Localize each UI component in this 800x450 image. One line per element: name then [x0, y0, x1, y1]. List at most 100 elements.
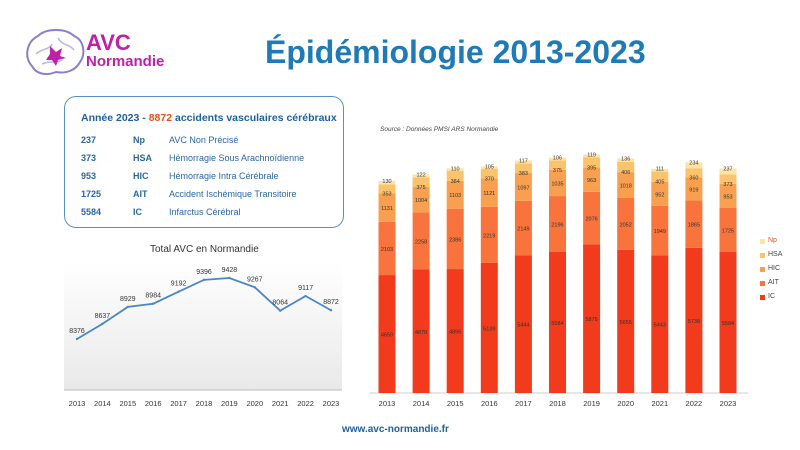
bar-value-label: 375	[553, 168, 562, 174]
bar-value-label: 5139	[483, 326, 495, 332]
line-point	[152, 302, 155, 305]
legend-label: AIT	[768, 279, 779, 286]
bar-segment-hic	[583, 167, 601, 192]
bar-segment-ait	[549, 196, 566, 252]
line-point	[202, 278, 206, 282]
bar-segment-hsa	[514, 163, 532, 174]
row-code: HSA	[133, 153, 153, 163]
bar-x-tick-label: 2022	[686, 399, 703, 408]
bar-segment-hic	[446, 180, 464, 209]
website-url[interactable]: www.avc-normandie.fr	[342, 424, 449, 435]
bar-segment-np	[651, 168, 669, 172]
bar-segment-ic	[480, 262, 498, 393]
bar-value-label: 237	[723, 166, 732, 172]
bar-segment-hsa	[549, 160, 566, 170]
bar-segment-np	[412, 174, 430, 178]
bar-segment-hsa	[685, 168, 703, 178]
bar-value-label: 5443	[654, 323, 666, 329]
x-tick-label: 2018	[196, 399, 213, 408]
x-tick-label: 2017	[170, 399, 187, 408]
legend-label: HIC	[768, 265, 781, 272]
bar-value-label: 4896	[449, 330, 461, 336]
row-label: Accident Ischémique Transitoire	[169, 189, 297, 199]
bar-value-label: 384	[451, 179, 460, 185]
line-chart-background	[64, 262, 342, 390]
legend-swatch	[760, 267, 765, 272]
bar-value-label: 2149	[517, 227, 529, 233]
bar-segment-hsa	[719, 174, 737, 184]
summary-box: Année 2023 - 8872 accidents vasculaires …	[64, 96, 344, 228]
bar-segment-hsa	[651, 171, 669, 182]
row-label: AVC Non Précisé	[169, 135, 239, 145]
bar-value-label: 952	[655, 192, 664, 198]
x-tick-label: 2014	[94, 399, 111, 408]
legend-swatch	[760, 281, 765, 286]
bar-segment-ait	[583, 191, 601, 245]
row-code: Np	[133, 135, 145, 145]
line-point	[101, 322, 104, 326]
bar-value-label: 234	[689, 160, 698, 166]
bar-value-label: 1103	[449, 193, 461, 199]
line-point	[279, 309, 282, 312]
bar-value-label: 353	[382, 192, 391, 198]
bar-value-label: 1865	[688, 223, 700, 229]
bar-value-label: 117	[519, 158, 528, 164]
bar-segment-ic	[549, 251, 566, 393]
bar-segment-hsa	[412, 177, 430, 187]
bar-value-label: 5584	[722, 321, 734, 327]
point-label: 9192	[171, 281, 187, 288]
bar-x-tick-label: 2013	[379, 399, 396, 408]
bar-value-label: 130	[382, 179, 391, 185]
bar-value-label: 1004	[415, 198, 427, 204]
bar-value-label: 405	[655, 180, 664, 186]
summary-suffix: accidents vasculaires cérébraux	[172, 112, 337, 124]
point-label: 9267	[247, 276, 263, 283]
bar-segment-ait	[685, 200, 703, 248]
x-tick-label: 2020	[246, 399, 263, 408]
bar-value-label: 5584	[551, 321, 563, 327]
bar-value-label: 1131	[381, 206, 393, 212]
line-point	[126, 305, 129, 309]
bar-value-label: 406	[621, 170, 630, 176]
bar-x-tick-label: 2019	[583, 399, 600, 408]
bar-value-label: 370	[485, 177, 494, 183]
bar-value-label: 2196	[551, 222, 563, 228]
row-count: 953	[81, 171, 97, 181]
bar-value-label: 119	[587, 152, 596, 158]
bar-value-label: 1121	[483, 191, 495, 197]
x-tick-label: 2015	[119, 399, 136, 408]
bar-x-tick-label: 2017	[515, 399, 532, 408]
bar-segment-ic	[446, 269, 464, 393]
summary-prefix: Année 2023 -	[81, 112, 149, 124]
summary-total: 8872	[148, 112, 173, 124]
bar-value-label: 2076	[585, 217, 597, 223]
bar-value-label: 1018	[620, 184, 632, 190]
bar-segment-ic	[514, 255, 532, 393]
summary-heading: Année 2023 - 8872 accidents vasculaires …	[81, 112, 337, 124]
bar-segment-np	[583, 154, 601, 158]
bar-value-label: 375	[417, 185, 426, 191]
bar-segment-ic	[412, 269, 430, 393]
bar-segment-np	[446, 168, 464, 172]
bar-segment-hic	[378, 193, 396, 222]
point-label: 8984	[145, 293, 161, 300]
bar-segment-np	[549, 157, 566, 161]
bar-segment-hsa	[378, 184, 396, 194]
x-tick-label: 2023	[323, 399, 340, 408]
legend-label: Np	[768, 237, 777, 244]
legend-label: HSA	[768, 251, 783, 258]
bar-segment-hic	[549, 169, 566, 197]
bar-segment-np	[378, 180, 396, 185]
bar-value-label: 5655	[620, 320, 632, 326]
bar-value-label: 373	[723, 182, 732, 188]
bar-value-label: 5738	[688, 319, 700, 325]
point-label: 8376	[69, 328, 85, 335]
row-count: 373	[81, 153, 97, 163]
bar-value-label: 1035	[551, 181, 563, 187]
bar-x-tick-label: 2016	[481, 399, 498, 408]
point-label: 9428	[222, 267, 238, 274]
bar-segment-ic	[719, 251, 737, 393]
bar-value-label: 919	[689, 187, 698, 193]
point-label: 8872	[323, 299, 339, 306]
